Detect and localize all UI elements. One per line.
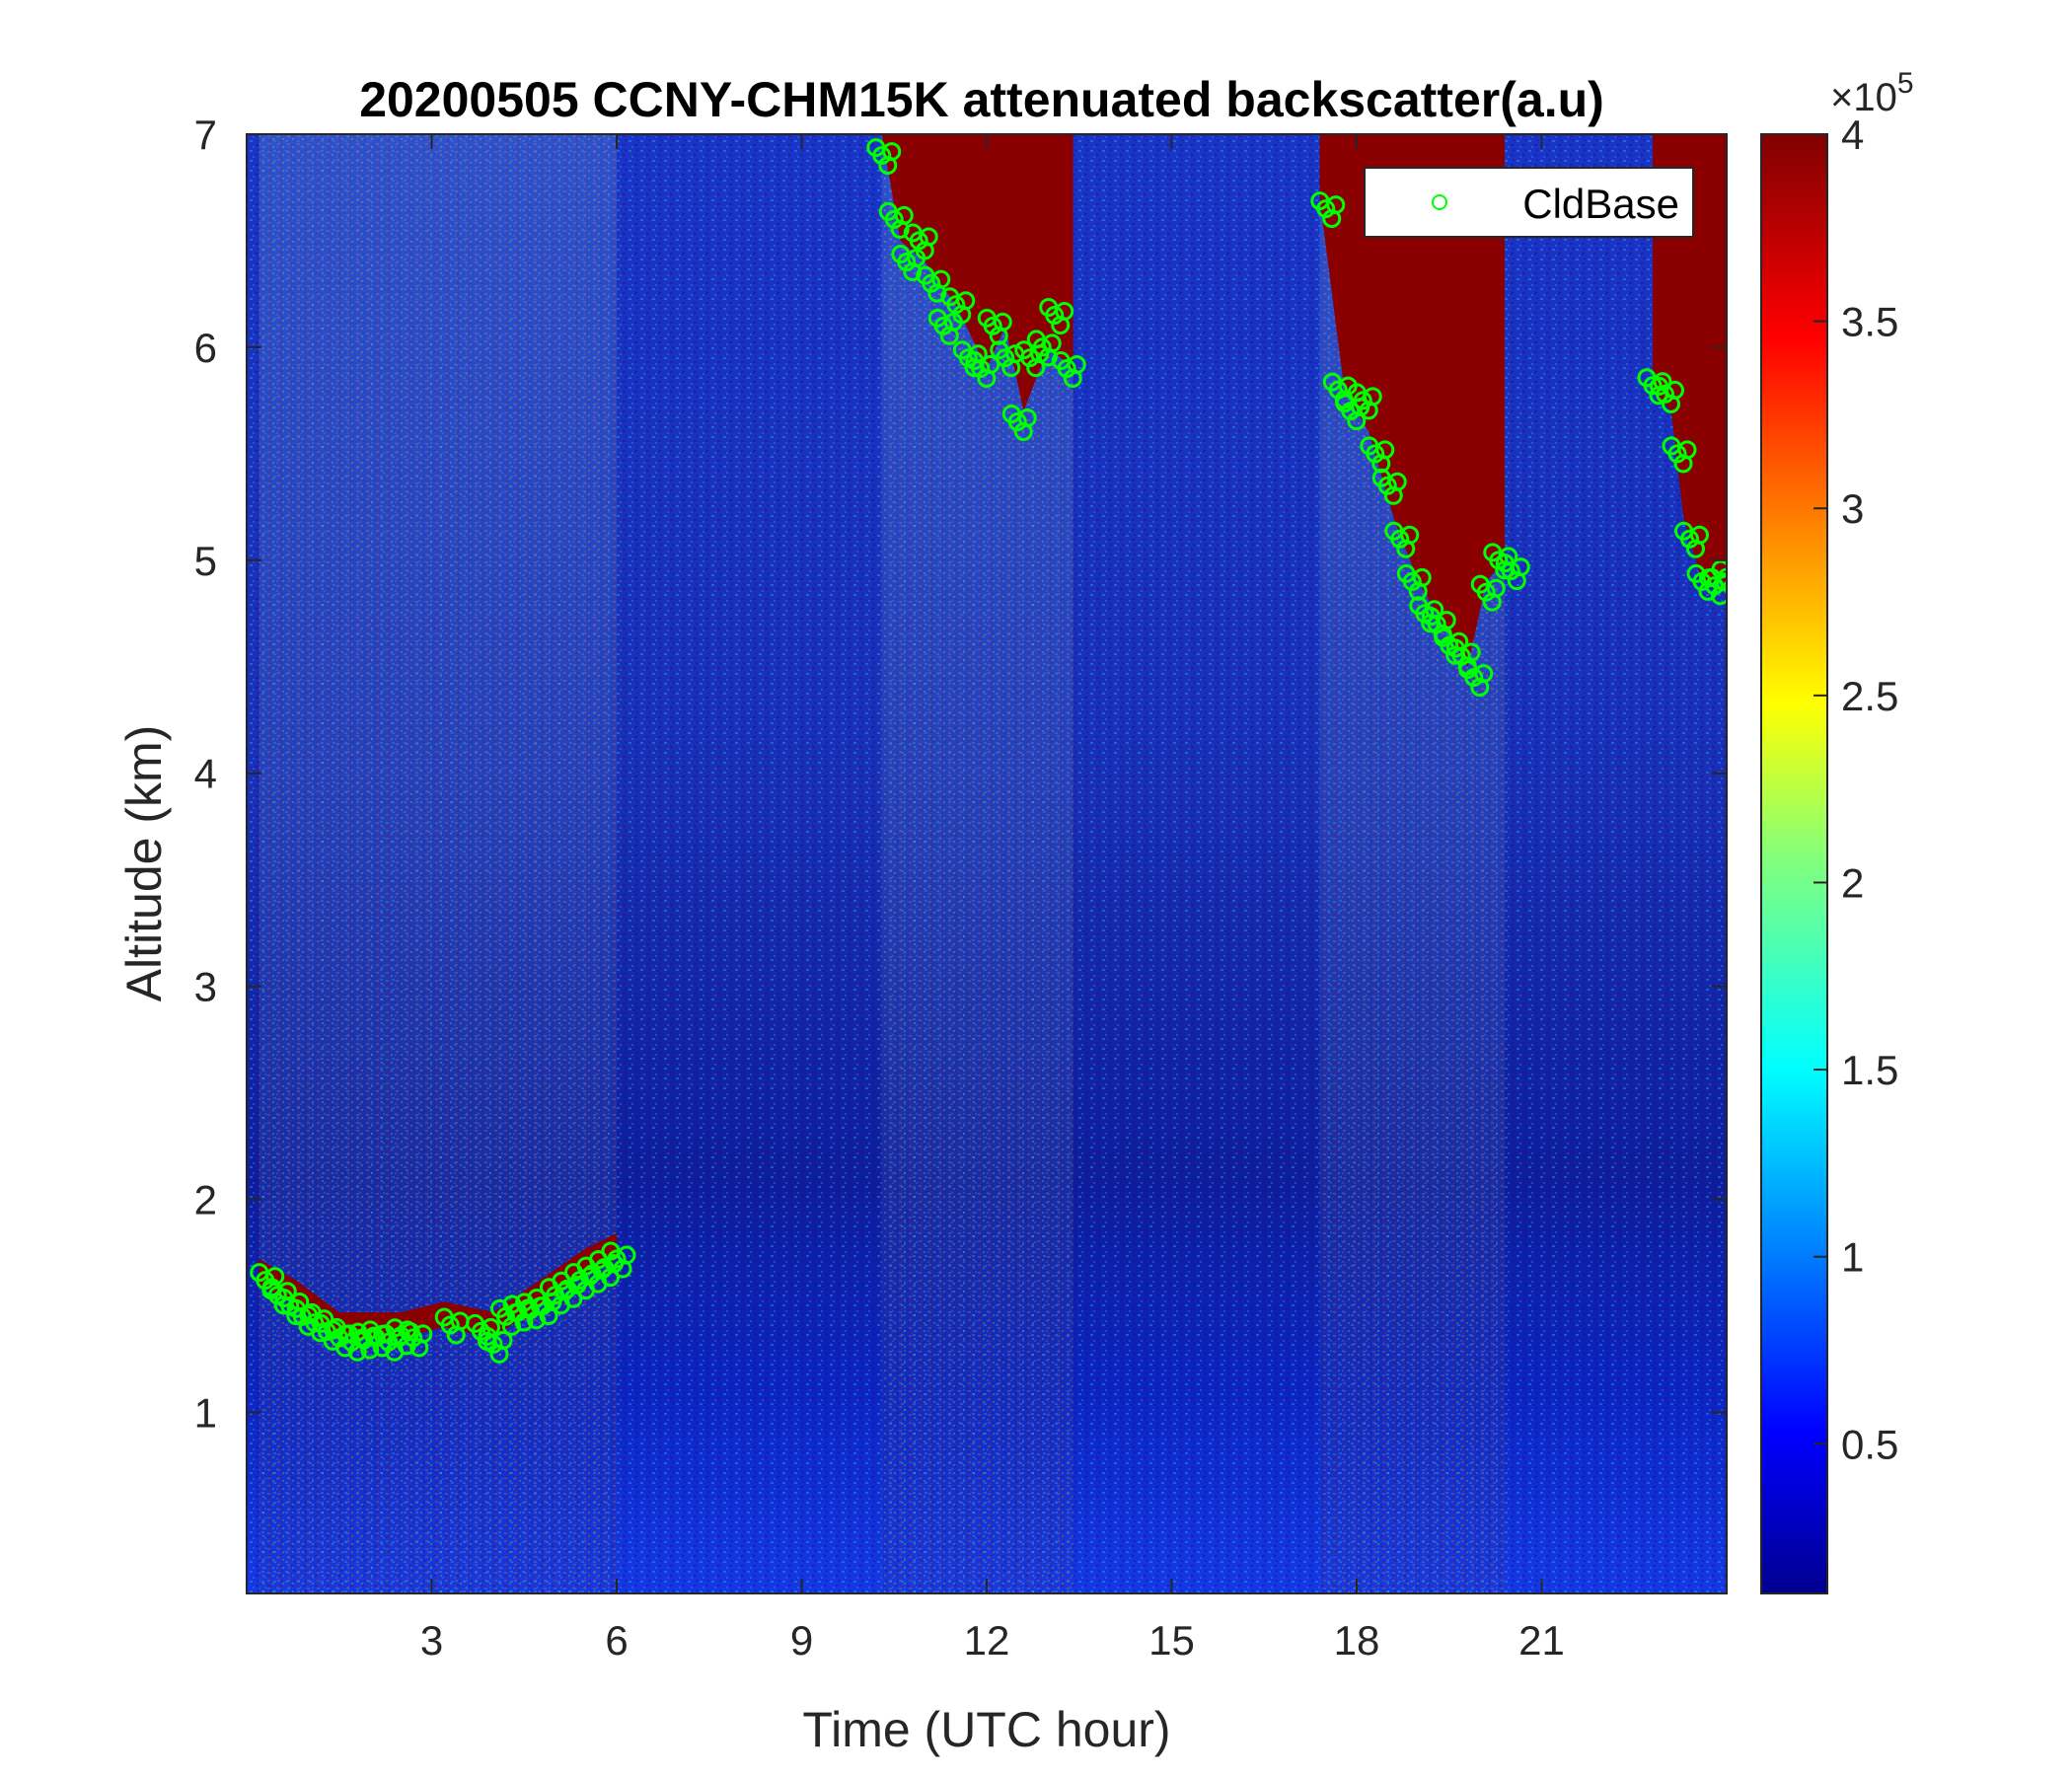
y-tick-label: 6	[194, 325, 217, 371]
legend: CldBase	[1364, 167, 1694, 238]
cldbase-point	[1677, 440, 1697, 460]
colorbar: 0.5 1 1.5 2 2.5 3 3.5 4 ×105	[1760, 67, 1914, 1594]
cldbase-point	[1729, 565, 1744, 581]
noise-speckle-3	[259, 134, 617, 1593]
cldbase-point	[1387, 472, 1407, 491]
y-tick-label: 2	[194, 1177, 217, 1223]
legend-marker-cldbase	[1432, 194, 1447, 210]
legend-label-cldbase: CldBase	[1522, 181, 1679, 227]
cldbase-point	[1723, 579, 1727, 595]
y-tick-label: 5	[194, 538, 217, 584]
cldbase-point	[1437, 611, 1456, 630]
cloud-region-1	[1319, 134, 1505, 667]
legend-box	[1364, 167, 1694, 238]
cldbase-series	[250, 138, 1744, 1364]
x-tick-label: 3	[420, 1617, 443, 1664]
cldbase-point	[1017, 407, 1037, 427]
colorbar-tick-label: 3	[1841, 485, 1864, 532]
cldbase-point	[882, 142, 902, 162]
colorbar-tick-label: 1	[1841, 1234, 1864, 1281]
x-tick-label: 9	[790, 1617, 813, 1664]
colorbar-exponent-power: 5	[1897, 67, 1914, 100]
cldbase-point	[1665, 380, 1684, 400]
colorbar-tick-label: 0.5	[1841, 1421, 1898, 1467]
cldbase-point	[1055, 302, 1074, 322]
cldbase-point	[931, 269, 951, 289]
cldbase-point	[1690, 525, 1709, 545]
y-tick-label: 3	[194, 964, 217, 1010]
cldbase-point	[1375, 440, 1395, 460]
cldbase-point	[617, 1245, 636, 1265]
cldbase-point	[993, 312, 1012, 332]
colorbar-tick-label: 1.5	[1841, 1047, 1898, 1093]
cldbase-point	[919, 227, 938, 247]
cldbase-point	[1400, 525, 1420, 545]
x-tick-label: 12	[964, 1617, 1010, 1664]
cldbase-point	[493, 1330, 513, 1350]
x-tick-label: 18	[1334, 1617, 1380, 1664]
cldbase-point	[413, 1324, 433, 1344]
cldbase-point	[1412, 567, 1432, 587]
colorbar-ticks: 0.5 1 1.5 2 2.5 3 3.5 4	[1813, 111, 1898, 1467]
cldbase-point	[1042, 333, 1062, 353]
cldbase-point	[1067, 355, 1086, 375]
cldbase-point	[981, 355, 1000, 375]
y-axis: 1 2 3 4 5 6 7	[194, 111, 1727, 1436]
colorbar-exponent-base: ×10	[1830, 76, 1897, 119]
colorbar-gradient	[1760, 133, 1828, 1594]
cldbase-point	[1653, 372, 1672, 392]
colorbar-tick-label: 2	[1841, 859, 1864, 906]
colorbar-tick-label: 4	[1841, 111, 1864, 158]
cldbase-point	[315, 1309, 334, 1329]
cldbase-point	[1363, 387, 1382, 407]
cldbase-point	[894, 205, 914, 225]
cldbase-point	[265, 1267, 285, 1287]
y-tick-label: 1	[194, 1389, 217, 1436]
x-axis: 3 6 9 12 15 18 21	[420, 134, 1565, 1664]
cldbase-point	[1486, 578, 1506, 598]
x-tick-label: 15	[1148, 1617, 1195, 1664]
x-tick-label: 21	[1518, 1617, 1565, 1664]
colorbar-tick-label: 3.5	[1841, 299, 1898, 345]
cldbase-point	[1461, 642, 1481, 662]
cldbase-point	[956, 291, 976, 311]
x-axis-label: Time (UTC hour)	[802, 1702, 1170, 1757]
plot-area	[247, 134, 1744, 1593]
x-tick-label: 6	[605, 1617, 628, 1664]
cldbase-point	[1474, 664, 1494, 684]
y-axis-label: Altitude (km)	[116, 725, 172, 1002]
cldbase-point	[1511, 557, 1530, 577]
y-tick-label: 4	[194, 751, 217, 797]
chart-title: 20200505 CCNY-CHM15K attenuated backscat…	[359, 72, 1604, 127]
colorbar-tick-label: 2.5	[1841, 673, 1898, 719]
colorbar-exponent: ×105	[1830, 67, 1914, 119]
cldbase-point	[1326, 195, 1346, 215]
cldbase-point	[1711, 559, 1727, 579]
cloud-region-2	[1653, 134, 1727, 582]
y-tick-label: 7	[194, 111, 217, 158]
